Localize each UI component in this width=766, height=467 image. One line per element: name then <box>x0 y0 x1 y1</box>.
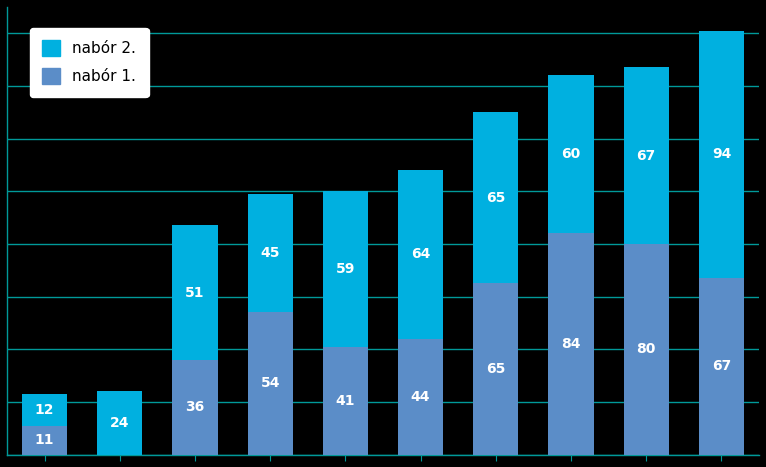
Text: 41: 41 <box>336 394 355 408</box>
Bar <box>398 339 444 454</box>
Text: 51: 51 <box>185 286 205 300</box>
Bar <box>624 244 669 454</box>
Bar <box>699 31 744 278</box>
Bar <box>699 278 744 454</box>
Bar <box>247 194 293 312</box>
Text: 60: 60 <box>561 148 581 162</box>
Text: 67: 67 <box>637 149 656 163</box>
Bar <box>322 347 368 454</box>
Text: 64: 64 <box>411 248 430 262</box>
Text: 84: 84 <box>561 337 581 351</box>
Legend: nabór 2., nabór 1.: nabór 2., nabór 1. <box>30 28 149 97</box>
Text: 45: 45 <box>260 246 280 260</box>
Text: 59: 59 <box>336 262 355 276</box>
Bar <box>172 360 218 454</box>
Bar <box>473 283 519 454</box>
Bar <box>624 68 669 244</box>
Text: 36: 36 <box>185 400 205 414</box>
Bar <box>548 75 594 234</box>
Text: 65: 65 <box>486 362 506 376</box>
Text: 11: 11 <box>34 433 54 447</box>
Text: 94: 94 <box>712 148 731 162</box>
Bar <box>398 170 444 339</box>
Text: 65: 65 <box>486 191 506 205</box>
Bar <box>22 425 67 454</box>
Bar <box>322 191 368 347</box>
Bar <box>97 391 142 454</box>
Bar <box>172 226 218 360</box>
Bar <box>473 112 519 283</box>
Bar <box>548 234 594 454</box>
Text: 12: 12 <box>34 403 54 417</box>
Text: 24: 24 <box>110 416 129 430</box>
Text: 44: 44 <box>411 389 430 403</box>
Text: 67: 67 <box>712 359 731 373</box>
Text: 54: 54 <box>260 376 280 390</box>
Text: 80: 80 <box>637 342 656 356</box>
Bar <box>247 312 293 454</box>
Bar <box>22 394 67 425</box>
